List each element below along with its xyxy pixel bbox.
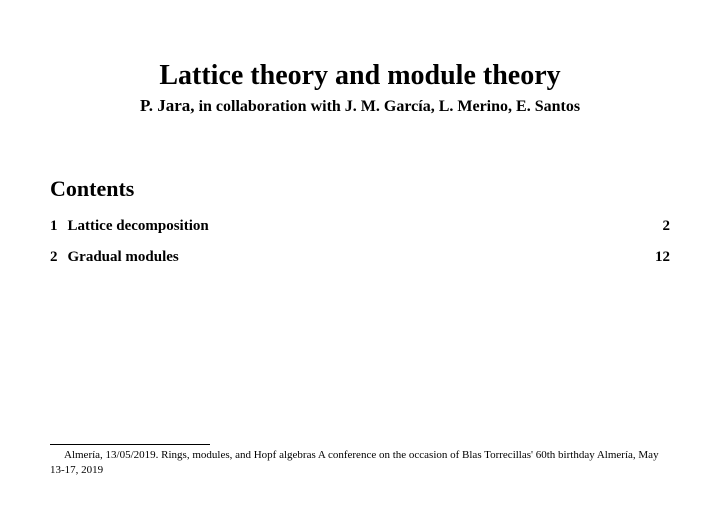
footnote-rule <box>50 444 210 445</box>
toc-number: 1 <box>50 218 58 235</box>
paper-title: Lattice theory and module theory <box>50 60 670 92</box>
toc-number: 2 <box>50 249 58 266</box>
toc-entry: 2 Gradual modules 12 <box>50 249 670 266</box>
toc-entry: 1 Lattice decomposition 2 <box>50 218 670 235</box>
toc-label: Gradual modules <box>68 249 179 266</box>
author-collab: in collaboration with J. M. García, L. M… <box>195 98 580 115</box>
toc-page: 2 <box>663 218 671 235</box>
contents-heading: Contents <box>50 176 670 202</box>
author-primary: P. Jara, <box>140 96 195 115</box>
toc-label: Lattice decomposition <box>68 218 209 235</box>
footnote-text: Almería, 13/05/2019. Rings, modules, and… <box>50 448 670 478</box>
toc-page: 12 <box>655 249 670 266</box>
paper-authors: P. Jara, in collaboration with J. M. Gar… <box>50 96 670 116</box>
footnote-block: Almería, 13/05/2019. Rings, modules, and… <box>50 444 670 478</box>
